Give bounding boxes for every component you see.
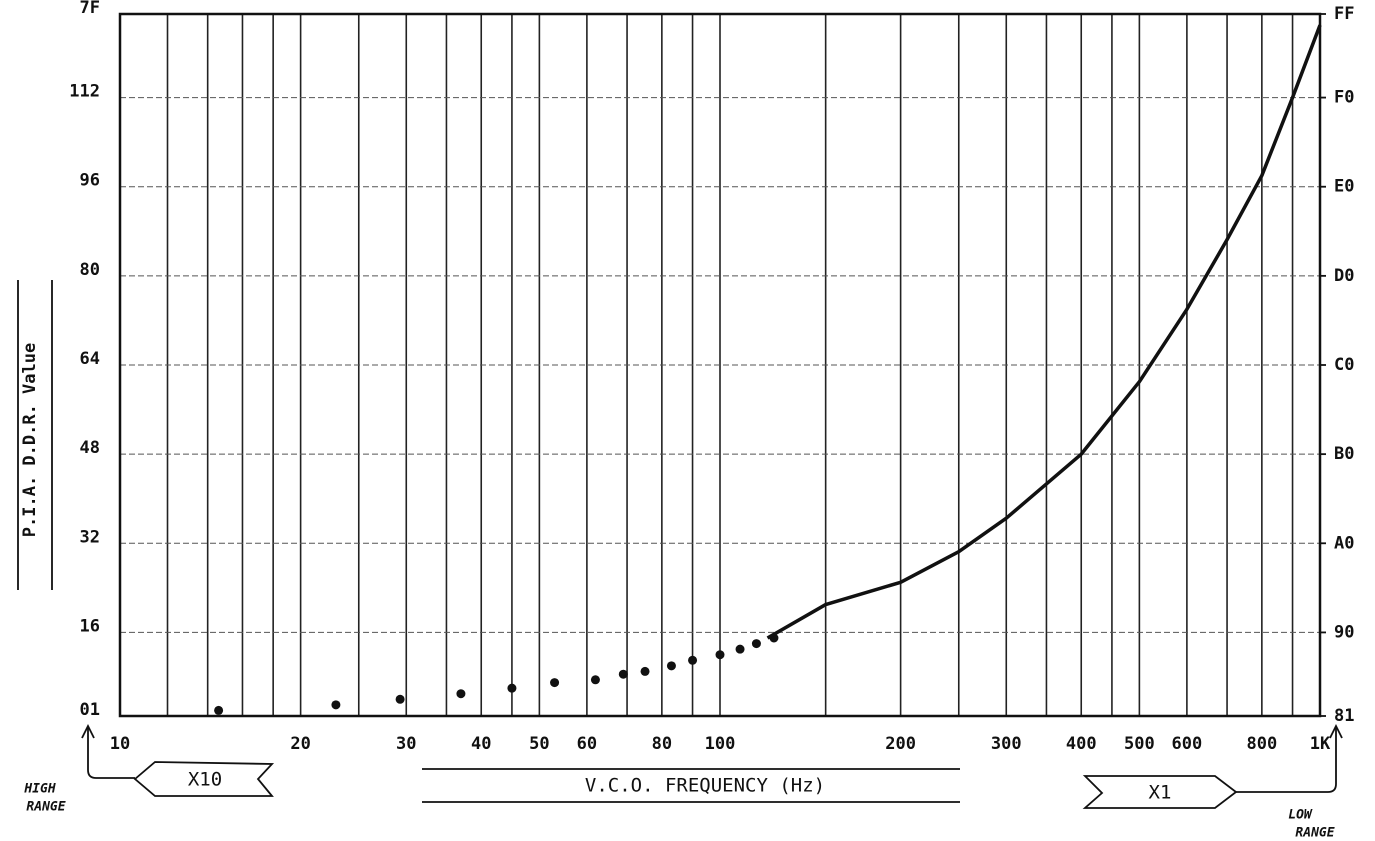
data-dot xyxy=(751,639,761,649)
x-axis-label: V.C.O. FREQUENCY (Hz) xyxy=(585,775,825,797)
x-tick-label: 1K xyxy=(1310,734,1331,754)
annotation: X1 xyxy=(1149,782,1172,804)
x-tick-label: 300 xyxy=(991,734,1022,754)
y2-tick-label: 81 xyxy=(1334,706,1354,726)
y-tick-label: 112 xyxy=(69,82,100,102)
x-tick-label: 200 xyxy=(885,734,916,754)
data-dot xyxy=(550,678,560,688)
y2-tick-label: A0 xyxy=(1334,533,1354,553)
annotation: HIGH xyxy=(23,782,55,797)
y-tick-label: 96 xyxy=(80,171,100,191)
y-tick-label: 64 xyxy=(80,349,100,369)
arrow-head xyxy=(1329,723,1343,739)
y-tick-label: 01 xyxy=(80,700,100,720)
x-tick-label: 80 xyxy=(652,734,672,754)
data-dot xyxy=(214,705,224,715)
low-arrow xyxy=(1236,728,1337,793)
y2-tick-label: 90 xyxy=(1334,622,1354,642)
data-line xyxy=(766,24,1322,640)
arrow-head xyxy=(81,723,95,739)
y2-tick-label: B0 xyxy=(1334,444,1354,464)
x10-tag xyxy=(133,761,275,797)
x-tick-label: 10 xyxy=(110,734,130,754)
x-tick-label: 400 xyxy=(1066,734,1097,754)
x-tick-label: 50 xyxy=(529,734,549,754)
high-arrow xyxy=(87,728,135,779)
annotation: LOW xyxy=(1288,808,1313,823)
x-tick-label: 500 xyxy=(1124,734,1155,754)
x-tick-label: 800 xyxy=(1246,734,1277,754)
y-tick-label: 32 xyxy=(80,527,100,547)
data-dot xyxy=(688,655,698,665)
data-dot xyxy=(456,689,466,699)
plot-frame xyxy=(118,12,1322,718)
y2-tick-label: E0 xyxy=(1334,177,1354,197)
y-axis-label: P.I.A. D.D.R. Value xyxy=(20,343,40,537)
data-dot xyxy=(640,666,650,676)
data-dot xyxy=(395,694,405,704)
x-tick-label: 30 xyxy=(396,734,416,754)
x-tick-label: 600 xyxy=(1172,734,1203,754)
data-dot xyxy=(331,700,341,710)
y2-tick-label: FF xyxy=(1334,4,1354,24)
annotation: X10 xyxy=(188,769,222,791)
x-tick-label: 40 xyxy=(471,734,491,754)
annotation: RANGE xyxy=(26,800,65,815)
x-tick-label: 20 xyxy=(290,734,310,754)
x-tick-label: 100 xyxy=(705,734,736,754)
y-tick-label: 80 xyxy=(80,260,100,280)
y2-tick-label: D0 xyxy=(1334,266,1354,286)
data-dot xyxy=(715,650,725,660)
y2-tick-label: C0 xyxy=(1334,355,1354,375)
data-dot xyxy=(618,669,628,679)
y-tick-label: 48 xyxy=(80,438,100,458)
data-dot xyxy=(666,661,676,671)
y2-tick-label: F0 xyxy=(1334,88,1354,108)
data-dot xyxy=(735,644,745,654)
x1-tag xyxy=(1082,775,1238,809)
x-tick-label: 60 xyxy=(577,734,597,754)
y-tick-label: 16 xyxy=(80,616,100,636)
data-dot xyxy=(590,675,600,685)
data-dot xyxy=(507,683,517,693)
y-tick-label: 7F xyxy=(80,0,100,18)
annotation: RANGE xyxy=(1295,826,1334,841)
